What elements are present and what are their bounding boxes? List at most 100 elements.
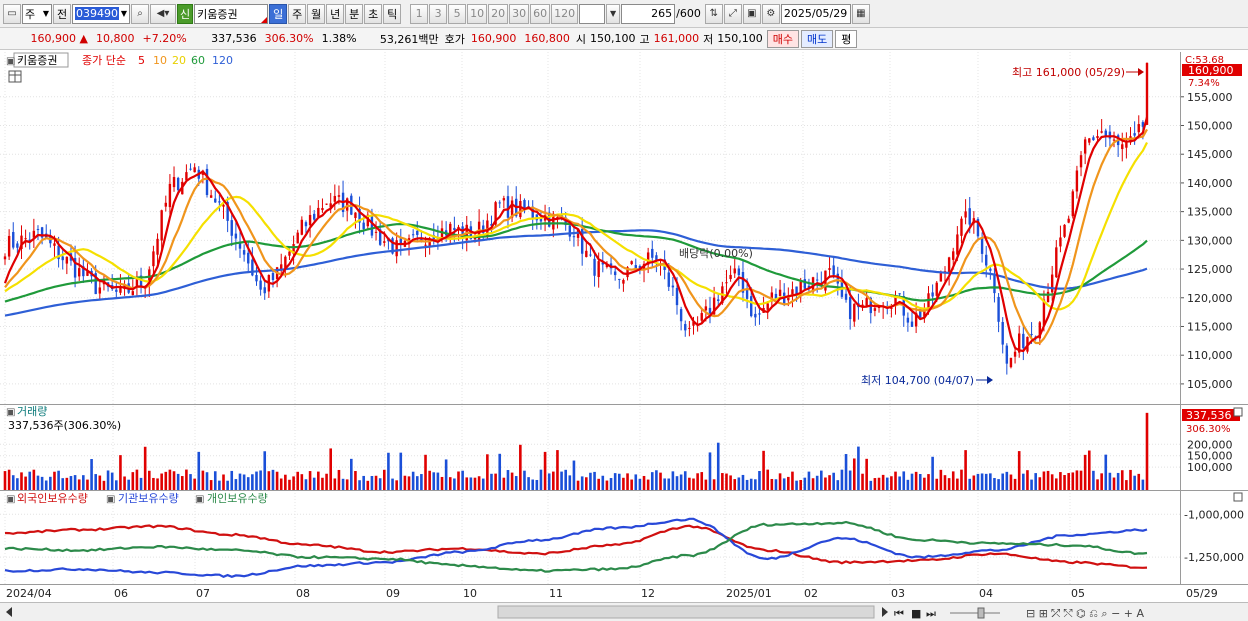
zoom-slider-handle[interactable] bbox=[977, 607, 985, 619]
gear-icon[interactable]: ⚙ bbox=[761, 3, 780, 24]
volume-bar bbox=[378, 478, 382, 490]
legend-toggle-icon[interactable]: ▣ bbox=[6, 56, 15, 67]
draw-tool-icon[interactable]: ⤢ bbox=[723, 3, 742, 24]
volume-bar bbox=[284, 474, 287, 490]
volume-bar bbox=[156, 478, 159, 490]
candle-body bbox=[82, 266, 85, 277]
date-input[interactable]: 2025/05/29 bbox=[780, 3, 851, 24]
stock-name-field[interactable]: 키움증권 bbox=[194, 3, 269, 24]
interval-button[interactable]: 3 bbox=[429, 3, 448, 24]
candle-body bbox=[152, 251, 155, 267]
candle-body bbox=[1141, 122, 1145, 127]
volume-bar bbox=[123, 476, 126, 490]
legend-ma60[interactable]: 60 bbox=[191, 54, 205, 67]
interval-button[interactable]: 30 bbox=[509, 3, 530, 24]
period-button[interactable]: 월 bbox=[307, 3, 326, 24]
legend-ma120[interactable]: 120 bbox=[212, 54, 233, 67]
volume-close-icon[interactable] bbox=[1233, 407, 1243, 417]
volume-bar bbox=[201, 470, 205, 490]
sell-button[interactable]: 매도 bbox=[800, 29, 834, 48]
volume-bar bbox=[263, 451, 267, 490]
legend-ma-label: 종가 단순 bbox=[82, 54, 126, 67]
volume-bar bbox=[255, 471, 258, 490]
candle-body bbox=[634, 265, 637, 269]
interval-button[interactable]: 5 bbox=[448, 3, 467, 24]
holders-toggle-icon[interactable]: ▣ bbox=[195, 494, 204, 505]
date-tick-label: 10 bbox=[463, 587, 477, 600]
chart-area[interactable]: 105,000 110,000 115,000 120,000 125,000 130,0… bbox=[0, 52, 1248, 604]
period-button[interactable]: 틱 bbox=[383, 3, 402, 24]
tool-icons[interactable]: ⊟ ⊞ ⤱ ⤲ ⌬ ⎌ ⌕ − + A bbox=[1026, 607, 1144, 620]
first-icon[interactable]: ⏮ bbox=[894, 607, 904, 620]
candle-body bbox=[919, 309, 922, 318]
prev-button[interactable]: 전 bbox=[53, 3, 71, 24]
chevron-down-icon[interactable]: ▼ bbox=[606, 3, 621, 24]
volume-bar bbox=[737, 477, 741, 490]
candle-body bbox=[1096, 136, 1099, 139]
legend-ma20[interactable]: 20 bbox=[172, 54, 186, 67]
period-button[interactable]: 초 bbox=[364, 3, 383, 24]
holders-lines bbox=[4, 517, 1148, 579]
candle-settings-icon[interactable]: ⇅ bbox=[704, 3, 723, 24]
stop-icon[interactable]: ■ bbox=[911, 607, 921, 620]
window-icon[interactable]: ▭ bbox=[3, 3, 21, 24]
period-button[interactable]: 분 bbox=[345, 3, 364, 24]
volume-bar bbox=[828, 475, 831, 490]
interval-button[interactable]: 20 bbox=[488, 3, 509, 24]
volume-bar bbox=[197, 451, 201, 490]
volume-bar bbox=[3, 471, 7, 490]
candle-body bbox=[32, 230, 36, 238]
candle-body bbox=[552, 213, 555, 230]
bottom-scrollbar[interactable]: ⏮ ■ ⏭ ⊟ ⊞ ⤱ ⤲ ⌬ ⎌ ⌕ − + A bbox=[0, 602, 1248, 621]
candle-body bbox=[416, 230, 419, 235]
chart-svg[interactable]: 105,000 110,000 115,000 120,000 125,000 130,0… bbox=[0, 52, 1248, 604]
date-tick-label: 09 bbox=[386, 587, 400, 600]
volume-bar bbox=[259, 470, 262, 490]
scroll-right-icon[interactable] bbox=[882, 607, 888, 617]
last-icon[interactable]: ⏭ bbox=[926, 607, 936, 620]
holders-close-icon[interactable] bbox=[1233, 492, 1243, 502]
stock-code-input[interactable]: 039490 ▼ bbox=[72, 3, 130, 24]
stock-code-value: 039490 bbox=[75, 7, 119, 20]
search-icon[interactable]: ⌕ bbox=[131, 3, 149, 24]
market-select[interactable]: 주 ▼ bbox=[22, 3, 52, 24]
period-button[interactable]: 년 bbox=[326, 3, 345, 24]
interval-button[interactable]: 10 bbox=[467, 3, 488, 24]
candle-body bbox=[238, 241, 242, 249]
chevron-down-icon: ▼ bbox=[42, 9, 49, 18]
volume-bar bbox=[1026, 470, 1029, 490]
interval-custom-input[interactable] bbox=[579, 3, 606, 24]
candle-body bbox=[94, 273, 97, 295]
scroll-thumb[interactable] bbox=[497, 605, 875, 619]
legend-ma10[interactable]: 10 bbox=[153, 54, 167, 67]
candle-body bbox=[976, 219, 980, 237]
candle-body bbox=[432, 235, 435, 242]
date-tick-label: 04 bbox=[979, 587, 993, 600]
trade-amount: 53,261백만 bbox=[379, 32, 439, 46]
volume-bar bbox=[683, 471, 687, 490]
candle-body bbox=[362, 222, 365, 229]
legend-ma5[interactable]: 5 bbox=[138, 54, 145, 67]
volume-bar bbox=[745, 479, 749, 490]
volume-bar bbox=[873, 478, 877, 490]
volume-bar bbox=[164, 471, 168, 490]
count-input[interactable]: 265 bbox=[621, 3, 676, 24]
volume-toggle-icon[interactable]: ▣ bbox=[6, 407, 15, 418]
save-icon[interactable]: ▣ bbox=[742, 3, 761, 24]
volume-bar bbox=[663, 478, 666, 490]
date-tick-label: 05/29 bbox=[1186, 587, 1218, 600]
holders-toggle-icon[interactable]: ▣ bbox=[6, 494, 15, 505]
calendar-icon[interactable]: ▦ bbox=[851, 3, 870, 24]
eval-button[interactable]: 평 bbox=[835, 29, 858, 48]
period-button[interactable]: 일 bbox=[269, 3, 288, 24]
holders-toggle-icon[interactable]: ▣ bbox=[106, 494, 115, 505]
interval-button[interactable]: 60 bbox=[530, 3, 551, 24]
buy-button[interactable]: 매수 bbox=[766, 29, 799, 48]
speaker-icon[interactable]: ◀▾ bbox=[150, 3, 176, 24]
volume-bar bbox=[143, 446, 147, 490]
candle-body bbox=[234, 233, 238, 239]
scroll-left-icon[interactable] bbox=[6, 607, 12, 617]
period-button[interactable]: 주 bbox=[288, 3, 307, 24]
interval-button[interactable]: 1 bbox=[410, 3, 429, 24]
interval-button[interactable]: 120 bbox=[551, 3, 579, 24]
